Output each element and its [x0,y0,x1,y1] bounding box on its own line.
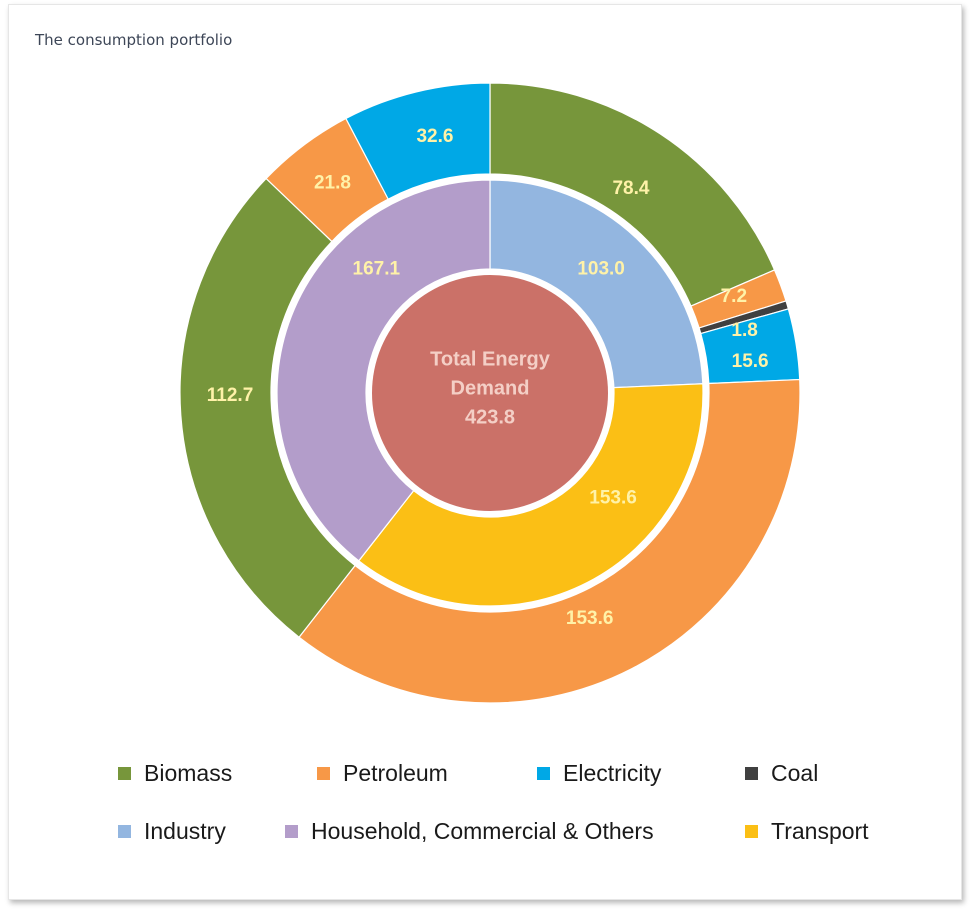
legend-swatch-electricity [537,766,550,780]
inner-slice-household-commercial-others [276,179,491,562]
legend-row-1: Biomass Petroleum Electricity Coal [0,758,971,788]
legend-label-transport: Transport [771,817,869,844]
legend-swatch-household-commercial-others [285,824,298,838]
legend-item-industry: Industry [118,816,226,846]
legend-item-coal: Coal [745,758,818,788]
inner-label-transport: 153.6 [589,487,637,508]
inner-slice-industry [489,179,704,389]
outer-label-industry-biomass: 78.4 [612,178,649,199]
center-label-line-3: 423.8 [465,406,515,428]
outer-label-household-commercial-others-petroleum: 21.8 [314,173,351,194]
outer-ring [179,82,801,704]
ring-separator [271,174,709,612]
center-label-line-2: Demand [451,377,530,399]
outer-label-household-commercial-others-electricity: 32.6 [416,126,453,147]
legend-label-petroleum: Petroleum [343,759,448,786]
inner-label-industry: 103.0 [577,259,625,280]
outer-label-industry-electricity: 15.6 [732,351,769,372]
outer-label-industry-petroleum: 7.2 [721,286,747,307]
legend-label-coal: Coal [771,759,819,786]
legend-label-household-commercial-others: Household, Commercial & Others [311,817,654,844]
legend-swatch-coal [745,766,758,780]
center-labels: Total Energy Demand 423.8 [430,348,551,428]
legend-item-petroleum: Petroleum [317,758,448,788]
outer-slice-transport-petroleum [298,378,801,704]
legend-item-transport: Transport [745,816,869,846]
legend-swatch-petroleum [317,766,330,780]
legend-swatch-industry [118,824,131,838]
outer-label-transport-petroleum: 153.6 [566,608,614,629]
center-circle [372,275,608,511]
segment-labels: 78.4 7.2 1.8 15.6 153.6 112.7 21.8 32.6 103.0 153… [207,126,769,629]
legend-row-2: Industry Household, Commercial & Others Tr… [0,816,971,846]
legend-item-household-commercial-others: Household, Commercial & Others [285,816,654,846]
outer-label-industry-coal: 1.8 [731,320,757,341]
legend-item-biomass: Biomass [118,758,232,788]
page-title: The consumption portfolio [35,31,233,49]
legend-item-electricity: Electricity [537,758,661,788]
legend-swatch-biomass [118,766,131,780]
legend-label-industry: Industry [144,817,226,844]
outer-label-household-commercial-others-biomass: 112.7 [207,385,254,406]
legend-label-electricity: Electricity [563,759,662,786]
inner-slice-transport [357,383,704,607]
inner-label-household-commercial-others: 167.1 [353,258,401,279]
inner-ring [271,174,709,612]
legend-swatch-transport [745,824,758,838]
center-label-line-1: Total Energy [430,348,551,370]
legend-label-biomass: Biomass [144,759,233,786]
